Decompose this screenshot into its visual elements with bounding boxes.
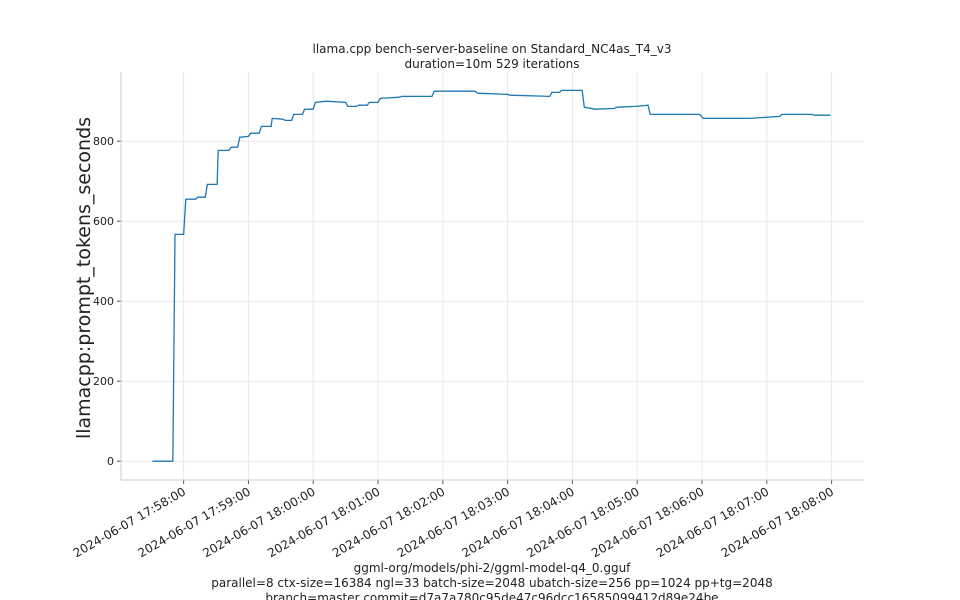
x-tick-label: 2024-06-07 18:07:00 <box>654 484 771 560</box>
footer-line: parallel=8 ctx-size=16384 ngl=33 batch-s… <box>211 576 772 590</box>
y-tick-label: 400 <box>93 295 114 308</box>
x-tick-label: 2024-06-07 18:00:00 <box>200 484 317 560</box>
chart-title: llama.cpp bench-server-baseline on Stand… <box>313 42 672 56</box>
x-tick-label: 2024-06-07 18:01:00 <box>265 484 382 560</box>
y-tick-label: 200 <box>93 375 114 388</box>
y-tick-label: 600 <box>93 215 114 228</box>
footer-line: ggml-org/models/phi-2/ggml-model-q4_0.gg… <box>354 561 632 575</box>
data-line <box>152 89 831 462</box>
x-tick-label: 2024-06-07 18:05:00 <box>524 484 641 560</box>
footer-line: branch=master commit=d7a7a780c95de47c96d… <box>265 591 718 600</box>
y-axis-label: llamacpp:prompt_tokens_seconds <box>73 117 95 439</box>
x-tick-label: 2024-06-07 18:06:00 <box>589 484 706 560</box>
chart-subtitle: duration=10m 529 iterations <box>405 57 580 71</box>
x-tick-label: 2024-06-07 18:04:00 <box>460 484 577 560</box>
x-tick-label: 2024-06-07 18:03:00 <box>395 484 512 560</box>
x-tick-label: 2024-06-07 17:59:00 <box>136 484 253 560</box>
y-tick-label: 0 <box>107 455 114 468</box>
x-tick-label: 2024-06-07 18:08:00 <box>719 484 836 560</box>
y-tick-label: 800 <box>93 135 114 148</box>
x-tick-label: 2024-06-07 17:58:00 <box>71 484 188 560</box>
x-tick-label: 2024-06-07 18:02:00 <box>330 484 447 560</box>
